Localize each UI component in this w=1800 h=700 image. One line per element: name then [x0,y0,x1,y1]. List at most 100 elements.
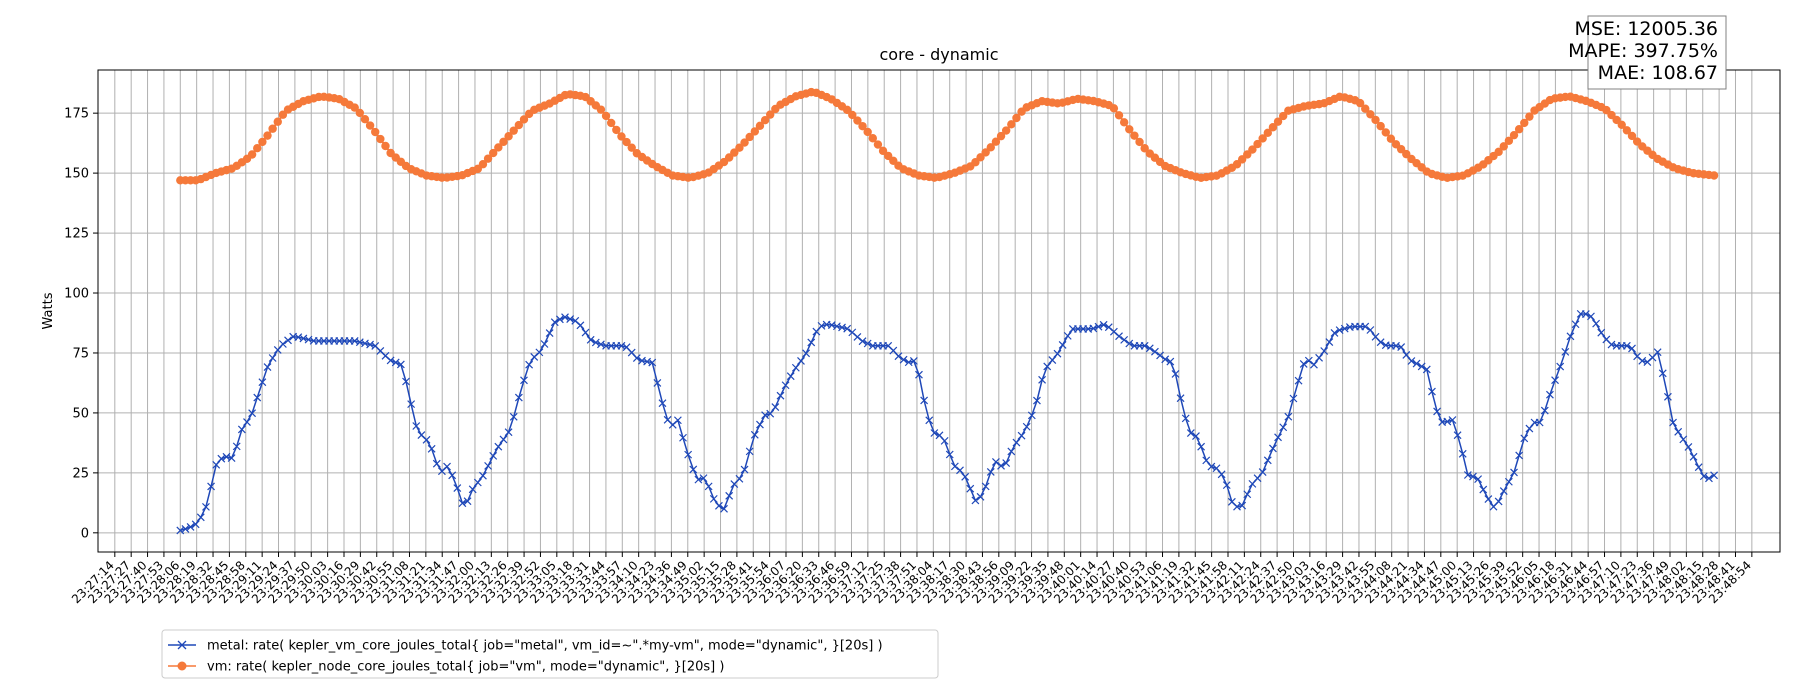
metal-point [284,336,292,345]
metal-point [1494,497,1503,506]
metal-point [1253,474,1262,483]
metal-point [694,475,703,484]
metal-point [1176,394,1185,403]
metal-point [791,363,800,372]
vm-point [350,103,359,112]
metal-point [1335,326,1344,335]
metal-point [514,393,523,402]
metal-point [386,356,395,365]
metal-point [991,458,1000,466]
vm-point [868,134,878,143]
stats-box: MSE: 12005.36 MAPE: 397.75% MAE: 108.67 [1568,15,1727,90]
vm-point [494,143,503,152]
vm-point [381,141,390,151]
metal-point [956,466,964,475]
metal-point [1222,481,1231,490]
metal-point [1263,456,1272,465]
vm-point [1494,147,1503,157]
metal-point [1705,474,1713,483]
metal-point [735,474,744,483]
vm-point [499,137,508,147]
metal-point [1017,431,1026,440]
metal-point [1340,324,1349,333]
metal-point [1258,468,1267,477]
metal-point [858,337,867,346]
metal-point [1479,485,1488,494]
metal-point [586,335,595,344]
metal-point [961,472,970,481]
metal-point [237,425,246,434]
metal-point [1504,477,1513,486]
metal-point [427,444,436,453]
metal-point [1525,424,1534,433]
stats-mae: MAE: 108.67 [1598,62,1718,84]
vm-point [1125,125,1134,134]
metal-point [1166,357,1175,366]
vm-point [489,148,498,158]
metal-point [1325,338,1334,346]
vm-point [1361,104,1370,113]
metal-point [407,400,416,409]
vm-point [278,110,288,119]
metal-point [412,422,421,430]
metal-point [1289,394,1298,403]
y-tick-label: 25 [72,466,89,481]
metal-point [940,436,949,445]
metal-point [402,377,410,386]
metal-point [561,313,569,322]
metal-point [1484,495,1493,504]
legend-dot-marker [177,661,187,671]
metal-point [684,450,693,459]
metal-point [976,492,985,501]
metal-point [894,352,903,361]
metal-point [1699,472,1708,481]
metal-point [540,340,549,348]
vm-point [1381,128,1390,137]
metal-point [1238,501,1247,510]
metal-point [1653,348,1662,357]
metal-point [258,378,267,387]
metal-point [1038,375,1047,384]
metal-point [1202,456,1211,465]
metal-point [1422,365,1431,374]
vm-point [1622,126,1632,135]
vm-point [1140,144,1149,153]
metal-point [843,324,852,333]
vm-point [750,127,760,136]
metal-point [1304,356,1313,365]
y-axis-label: Watts [41,292,56,329]
metal-point [1012,438,1021,447]
metal-point [597,340,605,349]
metal-point [1217,470,1226,479]
series-metal [176,309,1719,535]
metal-point [243,418,251,426]
metal-point [761,411,770,420]
metal-point [1181,414,1190,423]
vm-point [1514,125,1524,134]
vm-point [745,132,754,142]
metal-point [1689,452,1698,461]
metal-point [1274,433,1282,442]
vm-point [612,125,621,135]
metal-point [1622,341,1631,350]
metal-point [920,396,929,405]
metal-point [930,429,939,437]
metal-point [366,340,375,349]
metal-point [504,428,513,437]
metal-point [268,354,277,362]
metal-point [520,376,528,385]
vm-point [478,160,488,169]
metal-point [1679,435,1688,444]
vm-point [483,154,493,163]
y-tick-label: 75 [72,346,89,361]
metal-point [196,513,205,522]
metal-line [180,313,1715,532]
vm-point [1627,131,1637,141]
metal-point [1053,349,1062,358]
metal-point [997,461,1005,470]
metal-point [1592,319,1601,328]
metal-point [473,478,482,487]
metal-point [1551,376,1559,385]
vm-point [1248,145,1257,154]
vm-point [601,111,611,121]
